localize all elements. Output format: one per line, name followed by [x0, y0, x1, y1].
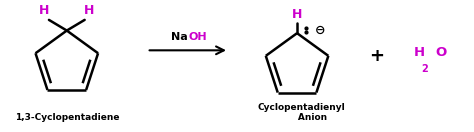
Text: O: O	[435, 46, 447, 59]
Text: Na: Na	[171, 32, 188, 43]
Text: OH: OH	[188, 32, 207, 43]
Text: 1,3-Cyclopentadiene: 1,3-Cyclopentadiene	[15, 113, 119, 122]
Text: H: H	[292, 8, 302, 21]
Text: ⊖: ⊖	[315, 24, 326, 37]
Text: 2: 2	[421, 64, 428, 74]
Text: H: H	[414, 46, 425, 59]
Text: H: H	[84, 4, 94, 17]
Text: H: H	[39, 4, 49, 17]
Text: +: +	[369, 47, 384, 65]
Text: Cyclopentadienyl
       Anion: Cyclopentadienyl Anion	[258, 103, 346, 122]
